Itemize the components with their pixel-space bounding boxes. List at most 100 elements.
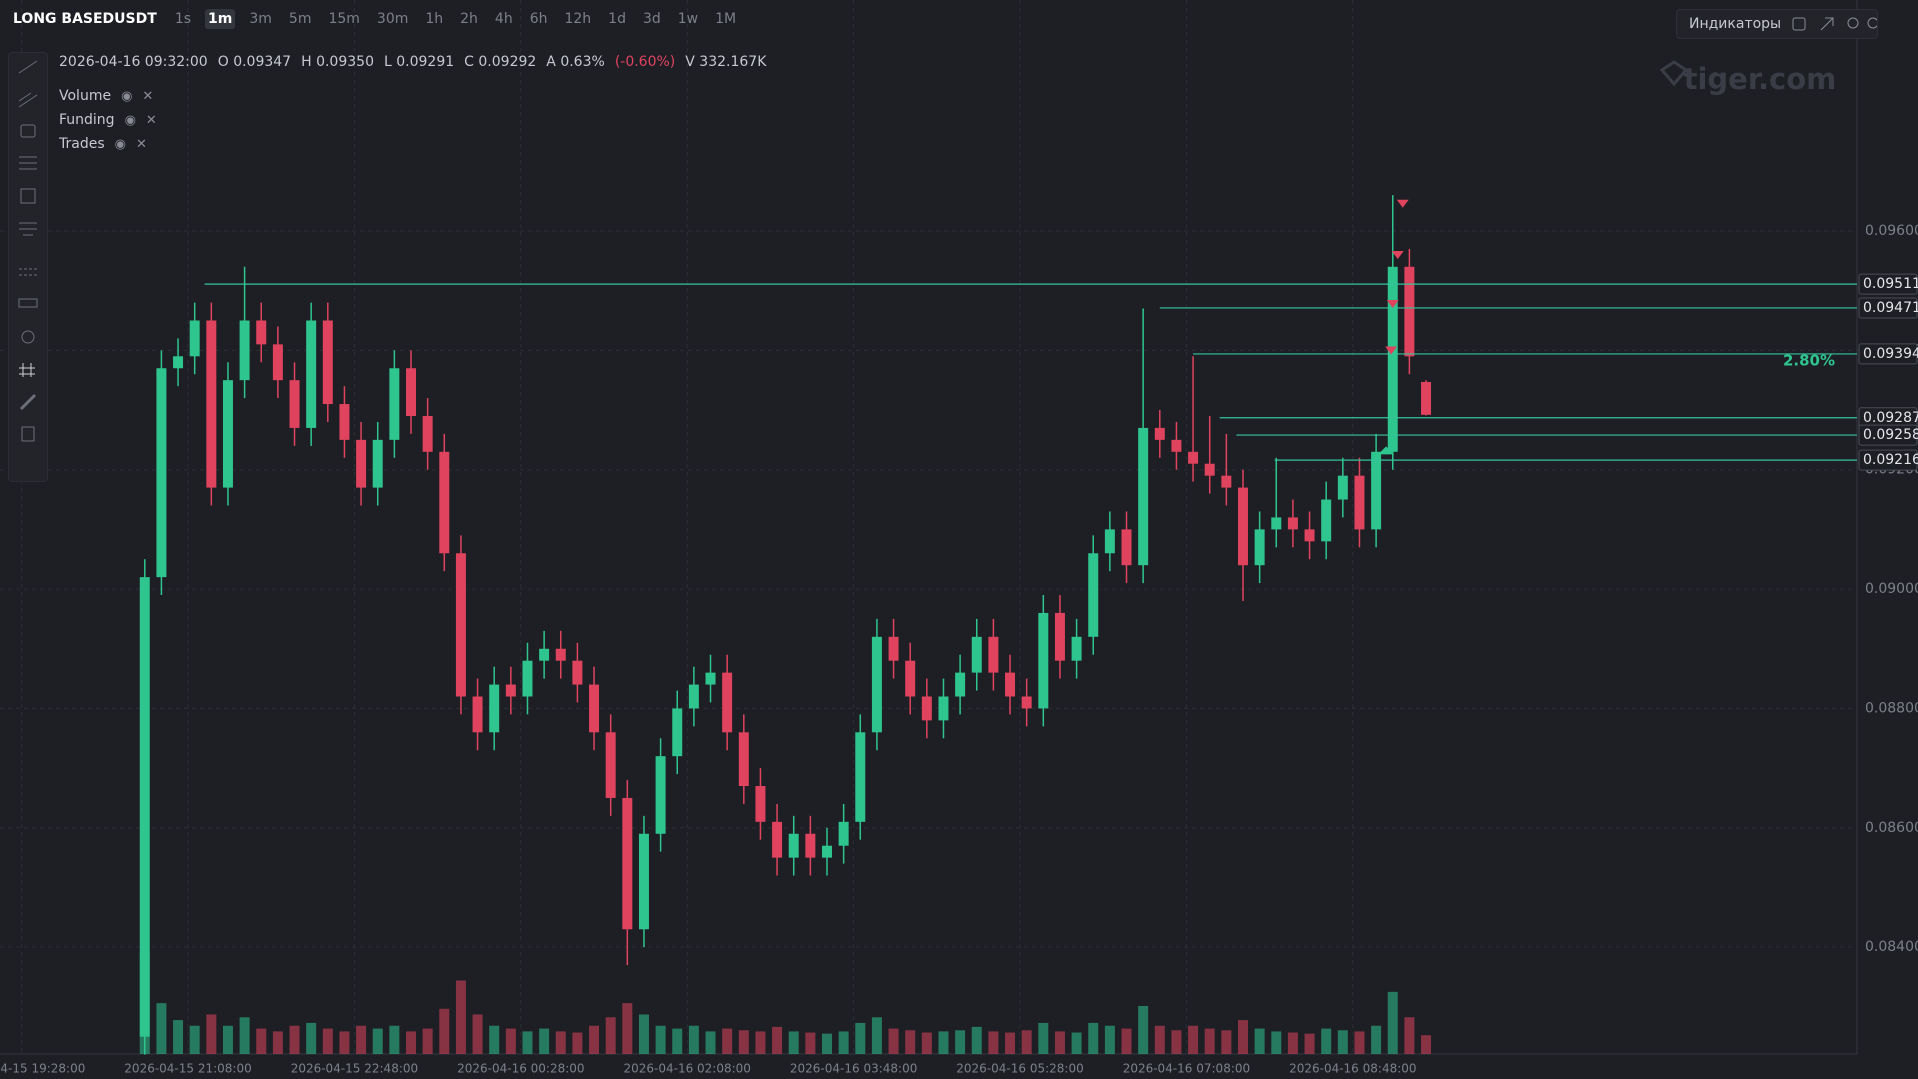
interval-button[interactable]: 3d — [642, 11, 661, 27]
tool-line[interactable] — [18, 60, 38, 74]
tool-measure[interactable] — [19, 268, 37, 276]
candle-body — [256, 320, 267, 345]
close-icon[interactable]: ✕ — [142, 88, 154, 104]
volume-bar — [1071, 1032, 1082, 1054]
candle-body — [1005, 672, 1016, 697]
volume-bar — [905, 1030, 916, 1054]
volume-bar — [1188, 1025, 1199, 1054]
volume-bar — [489, 1025, 500, 1054]
volume-bar — [605, 1017, 616, 1054]
eye-icon[interactable]: ◉ — [114, 136, 126, 152]
candle-body — [572, 660, 583, 685]
indicator-name: Trades — [59, 136, 105, 152]
volume-bar — [472, 1014, 483, 1054]
volume-bar — [239, 1017, 250, 1054]
close-icon[interactable]: ✕ — [145, 112, 157, 128]
candle-body — [1221, 475, 1232, 488]
candle-body — [755, 786, 766, 822]
interval-button[interactable]: 1m — [205, 9, 236, 29]
candle-body — [489, 684, 500, 733]
zoom-out-icon[interactable] — [1867, 17, 1877, 29]
candle-body — [222, 380, 233, 488]
candle-body — [971, 636, 982, 673]
interval-button[interactable]: 2h — [460, 11, 478, 27]
tool-fib[interactable] — [19, 156, 37, 170]
interval-button[interactable]: 1h — [425, 11, 444, 27]
volume-bar — [272, 1031, 283, 1054]
candle-body — [805, 833, 816, 858]
tool-delete[interactable] — [21, 426, 35, 442]
header-field: O 0.09347 — [218, 54, 291, 70]
tool-grid[interactable] — [19, 363, 35, 377]
level-price-label: 0.09394 — [1863, 346, 1918, 362]
interval-button[interactable]: 1d — [608, 11, 626, 27]
volume-bar — [822, 1033, 832, 1054]
close-icon[interactable]: ✕ — [135, 136, 147, 152]
volume-bar — [622, 1003, 633, 1054]
volume-bar — [988, 1031, 999, 1054]
interval-button[interactable]: 5m — [288, 11, 312, 27]
header-field: V 332.167K — [685, 54, 766, 70]
candle-body — [1138, 427, 1149, 566]
tool-magnet[interactable] — [19, 393, 37, 411]
sell-marker — [1396, 199, 1409, 208]
field-value: 332.167K — [699, 54, 767, 70]
candle-body — [173, 356, 184, 369]
volume-bar — [1254, 1028, 1265, 1054]
sell-marker — [1386, 299, 1399, 308]
interval-button[interactable]: 1s — [174, 11, 192, 27]
tool-text[interactable] — [19, 222, 37, 236]
volume-bar — [555, 1031, 566, 1054]
sell-marker — [1391, 251, 1404, 260]
interval-button[interactable]: 3m — [249, 11, 272, 27]
interval-button[interactable]: 12h — [564, 11, 592, 27]
level-price-box — [1858, 343, 1918, 365]
candle-body — [955, 672, 966, 697]
x-tick-label: 2026-04-15 19:28:00 — [0, 1062, 85, 1076]
x-tick-label: 2026-04-16 00:28:00 — [457, 1062, 584, 1076]
volume-bar — [256, 1028, 267, 1054]
tool-ruler[interactable] — [18, 298, 38, 308]
eye-icon[interactable]: ◉ — [121, 88, 133, 104]
candle-body — [722, 672, 733, 733]
eye-icon[interactable]: ◉ — [124, 112, 136, 128]
indicators-button[interactable]: Индикаторы — [1689, 16, 1782, 32]
volume-bar — [1321, 1028, 1332, 1054]
candle-body — [505, 684, 516, 697]
candle-body — [306, 320, 317, 428]
interval-button[interactable]: 6h — [529, 11, 548, 27]
candle-body — [1287, 517, 1298, 530]
tool-rect[interactable] — [20, 124, 36, 138]
candle-body — [622, 797, 633, 930]
candle-body — [1238, 487, 1248, 566]
interval-button[interactable]: 1w — [677, 11, 699, 27]
header-field: C 0.09292 — [464, 54, 536, 70]
y-tick-label: 0.08800 — [1865, 700, 1918, 716]
sell-marker — [1385, 346, 1398, 355]
field-label: A — [546, 54, 556, 70]
volume-bar — [1154, 1025, 1165, 1054]
screenshot-icon[interactable] — [1792, 17, 1806, 31]
interval-button[interactable]: 1M — [715, 11, 737, 27]
zoom-in-icon[interactable] — [1847, 17, 1859, 29]
header-field: H 0.09350 — [301, 54, 374, 70]
interval-button[interactable]: 30m — [376, 11, 409, 27]
tool-channel[interactable] — [18, 92, 38, 108]
volume-bar — [1171, 1030, 1182, 1054]
field-label: H — [301, 54, 312, 70]
fullscreen-icon[interactable] — [1820, 17, 1834, 31]
level-price-box — [1858, 273, 1918, 295]
volume-bar — [1371, 1025, 1382, 1054]
candle-body — [871, 636, 882, 733]
drawing-tools — [18, 60, 38, 442]
tool-box[interactable] — [20, 188, 36, 204]
volume-bar — [888, 1028, 899, 1054]
indicator-legend: Volume ◉ ✕ Funding ◉ ✕ Trades ◉ ✕ — [59, 84, 157, 156]
interval-button[interactable]: 15m — [328, 11, 360, 27]
interval-button[interactable]: 4h — [494, 11, 513, 27]
candle-body — [406, 368, 416, 416]
candle-body — [339, 404, 350, 440]
volume-bar — [356, 1025, 367, 1054]
tool-eye[interactable] — [21, 330, 35, 344]
